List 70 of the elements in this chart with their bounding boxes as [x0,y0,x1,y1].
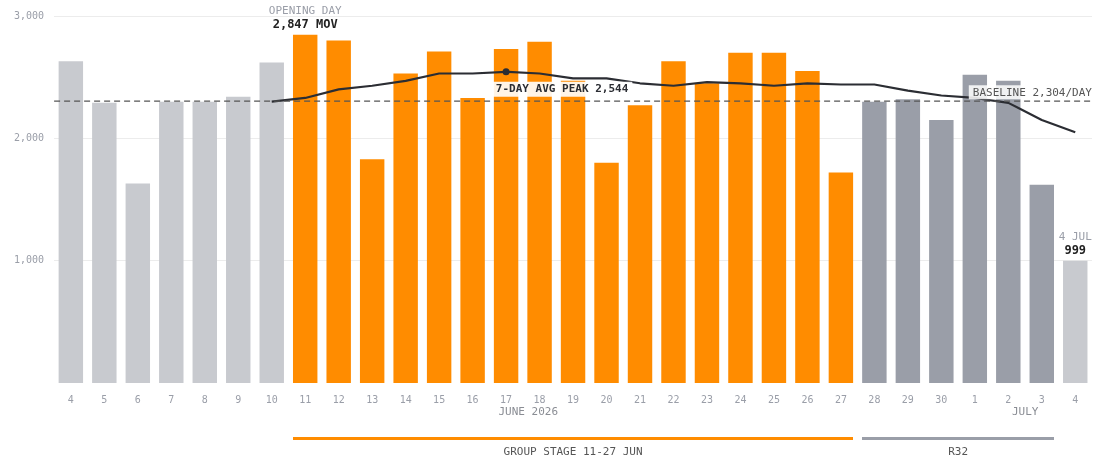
x-tick-label: 29 [901,393,914,405]
x-tick-label: 21 [633,393,647,405]
x-tick-label: 11 [299,393,312,405]
bar [895,99,921,383]
data-label: 999 [1064,242,1087,257]
bar [426,51,452,383]
x-tick-label: 4 [1072,393,1079,405]
annotation: OPENING DAY [268,4,342,18]
x-tick-label: 10 [265,393,278,405]
x-tick-label: 1 [971,393,978,405]
x-tick-label: 24 [734,393,747,405]
bar [1063,260,1088,383]
x-tick-label: 19 [567,393,580,405]
x-tick-label: 22 [667,393,680,405]
x-tick-label: 4 [67,393,74,405]
x-tick-label: 20 [600,393,613,405]
x-tick-label: 27 [834,393,847,405]
bar [292,34,318,383]
bar [326,40,351,383]
x-tick-label: 18 [533,393,546,405]
x-tick-label: 30 [935,393,948,405]
x-tick-label: 12 [332,393,345,405]
x-tick-label: 14 [399,393,412,405]
x-tick-label: 6 [134,393,141,405]
bar [192,101,217,383]
y-tick-label: 2,000 [13,131,45,143]
x-tick-label: 16 [466,393,479,405]
y-tick-label: 3,000 [13,9,45,21]
bar [828,172,854,383]
x-tick-label: 7 [168,393,175,405]
x-tick-label: 17 [500,393,513,405]
bar [92,102,117,383]
bar [125,183,151,383]
x-tick-label: 9 [235,393,242,405]
bar [728,52,753,383]
x-tick-label: 13 [366,393,379,405]
bar [226,96,251,383]
bar [393,73,418,383]
x-tick-label: 3 [1038,393,1045,405]
x-tick-label: 23 [700,393,713,405]
x-tick-label: 26 [801,393,814,405]
bar [795,71,820,383]
text: JUNE 2026 [498,405,559,419]
bar [58,61,84,383]
x-tick-label: 2 [1005,393,1012,405]
bar [594,162,619,383]
x-tick-label: 8 [201,393,208,405]
ref-line-label: BASELINE 2,304/DAY [972,85,1093,99]
bar [761,52,787,383]
y-tick-label: 1,000 [13,254,45,266]
bar [359,159,385,383]
text: JULY [1011,405,1039,419]
text: GROUP STAGE 11-27 JUN [503,445,643,459]
bar [159,101,184,383]
text: R32 [948,445,969,459]
x-tick-label: 5 [101,393,108,405]
data-label: 2,847 MOV [272,16,338,31]
bar [1029,184,1054,383]
bar [460,97,485,383]
x-tick-label: 28 [868,393,881,405]
bar [627,105,653,383]
x-tick-label: 25 [767,393,780,405]
bar [661,61,686,383]
annotation: 7-DAY AVG PEAK 2,544 [495,82,629,96]
bar [259,62,284,383]
x-tick-label: 15 [433,393,446,405]
annotation: 4 JUL [1058,230,1093,244]
bar [929,119,954,383]
bar [694,83,720,383]
bar [862,101,887,383]
